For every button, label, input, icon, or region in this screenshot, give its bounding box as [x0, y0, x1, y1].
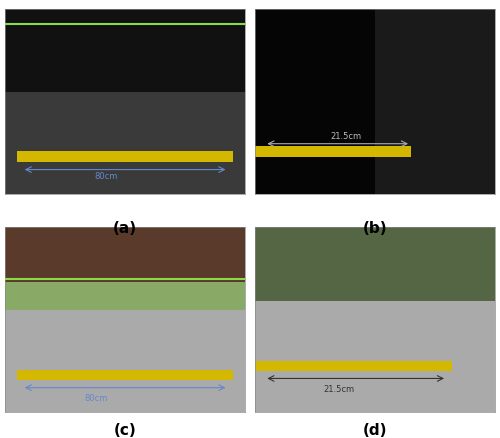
Text: 80cm: 80cm: [84, 394, 108, 403]
Text: 21.5cm: 21.5cm: [330, 132, 362, 141]
Text: (b): (b): [362, 221, 388, 236]
Bar: [5, 9, 245, 92]
Bar: [5, 283, 245, 310]
Text: (c): (c): [114, 423, 136, 438]
Bar: [255, 9, 375, 194]
Bar: [255, 145, 411, 157]
Bar: [5, 92, 245, 194]
Bar: [375, 9, 495, 194]
Text: (d): (d): [363, 423, 387, 438]
Bar: [17, 370, 233, 380]
Text: 21.5cm: 21.5cm: [324, 385, 354, 394]
Bar: [17, 151, 233, 162]
Text: (a): (a): [113, 221, 137, 236]
Bar: [255, 361, 452, 371]
Text: 80cm: 80cm: [94, 173, 118, 181]
Bar: [5, 310, 245, 412]
Bar: [255, 301, 495, 412]
Bar: [5, 227, 245, 283]
Bar: [255, 227, 495, 301]
